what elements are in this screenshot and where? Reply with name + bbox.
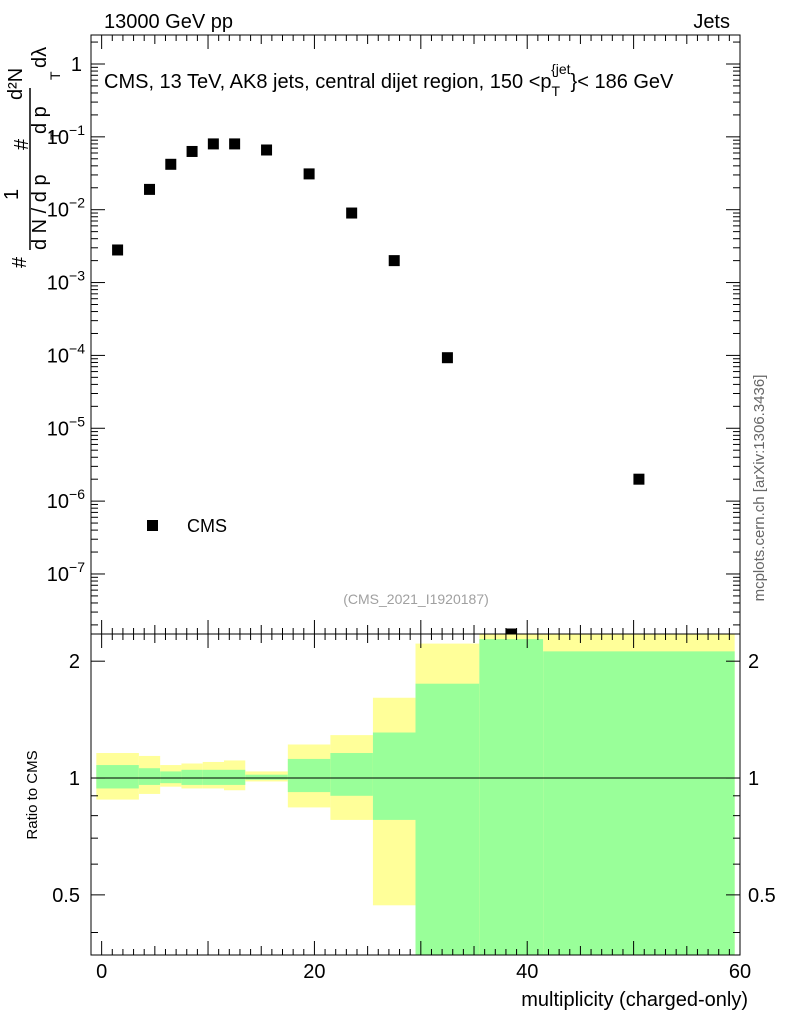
ylabel-one: 1: [1, 189, 23, 200]
ratio-y-tick-label-right: 0.5: [748, 885, 776, 907]
data-point: [633, 473, 645, 485]
ylabel-T-1: T: [47, 131, 63, 140]
ratio-band-green: [160, 771, 182, 784]
tick-base: 10: [47, 418, 69, 440]
data-point: [186, 145, 198, 157]
x-axis-label: multiplicity (charged-only): [521, 989, 748, 1011]
ratio-band-green: [543, 651, 735, 955]
ratio-ticks: [91, 634, 741, 955]
main-y-tick-label: 10−3: [47, 268, 85, 295]
ratio-bands: [96, 634, 735, 955]
ratio-band-green: [479, 639, 544, 955]
data-point: [165, 158, 177, 170]
data-point: [388, 255, 400, 267]
tick-base: 10: [47, 273, 69, 295]
ylabel-numerator: d²N: [5, 68, 27, 100]
data-point: [261, 144, 273, 156]
tick-exp: −7: [69, 559, 85, 575]
tick-exp: −5: [69, 413, 85, 429]
main-y-tick-label: 10−7: [47, 559, 85, 586]
ratio-y-axis-label: Ratio to CMS: [24, 750, 41, 839]
title-suffix: }< 186 GeV: [571, 71, 675, 93]
data-point: [229, 138, 241, 150]
ylabel-dlambda: dλ: [29, 47, 51, 68]
ylabel-hash-1: #: [9, 256, 31, 268]
tick-base: 1: [71, 54, 82, 76]
ratio-band-green: [181, 769, 203, 785]
tick-base: 10: [47, 345, 69, 367]
main-title: CMS, 13 TeV, AK8 jets, central dijet reg…: [104, 61, 674, 99]
ratio-y-tick-labels: 0.5 0.5 1 1 2 2: [52, 651, 776, 907]
tick-exp: −4: [69, 340, 85, 356]
main-y-tick-label: 10−2: [47, 195, 85, 222]
ylabel-dpt: d p: [29, 106, 51, 134]
x-tick-label: 60: [729, 961, 751, 983]
data-point: [207, 138, 219, 150]
ratio-band-green: [330, 753, 373, 796]
main-y-tick-label: 10−6: [47, 486, 85, 513]
ratio-band-green: [372, 732, 416, 820]
data-point: [303, 168, 315, 180]
main-y-tick-label: 1: [71, 54, 82, 76]
x-tick-label: 0: [96, 961, 107, 983]
main-y-ticks: [91, 35, 741, 634]
ratio-band-green: [415, 683, 480, 955]
legend-label: CMS: [187, 516, 227, 536]
ylabel-hash-2: #: [11, 138, 33, 150]
title-sub: T: [552, 83, 561, 99]
ratio-y-tick-label: 1: [69, 768, 80, 790]
ratio-band-green: [287, 758, 331, 793]
main-y-tick-label: 10−4: [47, 340, 85, 367]
ratio-panel: 0.5 0.5 1 1 2 2 0 20 40 60 Ratio to CMS multipli…: [24, 633, 776, 1011]
energy-label: 13000 GeV pp: [104, 11, 233, 33]
side-watermark: mcplots.cern.ch [arXiv:1306.3436]: [751, 375, 768, 602]
tick-exp: −1: [69, 122, 85, 138]
ratio-band-green: [245, 774, 288, 780]
ratio-band-green: [138, 768, 161, 785]
tick-base: 10: [47, 564, 69, 586]
data-points: [112, 138, 645, 634]
tick-exp: −2: [69, 195, 85, 211]
main-y-tick-labels: 110−110−210−310−410−510−610−7: [47, 54, 85, 586]
main-y-axis-label: 1 # d N / d p T # d²N d p T dλ: [1, 47, 63, 268]
data-point: [144, 183, 156, 195]
analysis-id: (CMS_2021_I1920187): [343, 591, 489, 607]
ratio-y-tick-label-right: 1: [748, 768, 759, 790]
ratio-band-green: [96, 765, 139, 789]
tick-exp: −6: [69, 486, 85, 502]
ylabel-denominator: d N / d p: [29, 174, 51, 250]
ratio-x-tick-labels: 0 20 40 60: [96, 961, 751, 983]
main-y-tick-label: 10−1: [47, 122, 85, 149]
main-panel: 110−110−210−310−410−510−610−7 CMS, 13 Te…: [1, 34, 741, 635]
main-y-tick-label: 10−5: [47, 413, 85, 440]
ratio-y-tick-label-right: 2: [748, 651, 759, 673]
x-tick-label: 40: [516, 961, 538, 983]
x-tick-label: 20: [303, 961, 325, 983]
data-point: [441, 352, 453, 364]
title-prefix: CMS, 13 TeV, AK8 jets, central dijet reg…: [104, 71, 552, 93]
main-frame: [90, 34, 741, 635]
data-point: [505, 628, 517, 634]
category-label: Jets: [693, 11, 730, 33]
ratio-band-green: [202, 769, 224, 785]
data-point: [112, 244, 124, 256]
ratio-band-green: [223, 769, 246, 785]
tick-base: 10: [47, 491, 69, 513]
ratio-frame: [90, 633, 741, 956]
tick-base: 10: [47, 127, 69, 149]
ratio-y-tick-label: 0.5: [52, 885, 80, 907]
ratio-y-tick-label: 2: [69, 651, 80, 673]
ylabel-T-2: T: [47, 71, 63, 80]
tick-exp: −3: [69, 268, 85, 284]
tick-base: 10: [47, 200, 69, 222]
legend-marker: [147, 520, 158, 531]
title-sup: {jet: [551, 61, 571, 77]
data-point: [346, 207, 358, 219]
